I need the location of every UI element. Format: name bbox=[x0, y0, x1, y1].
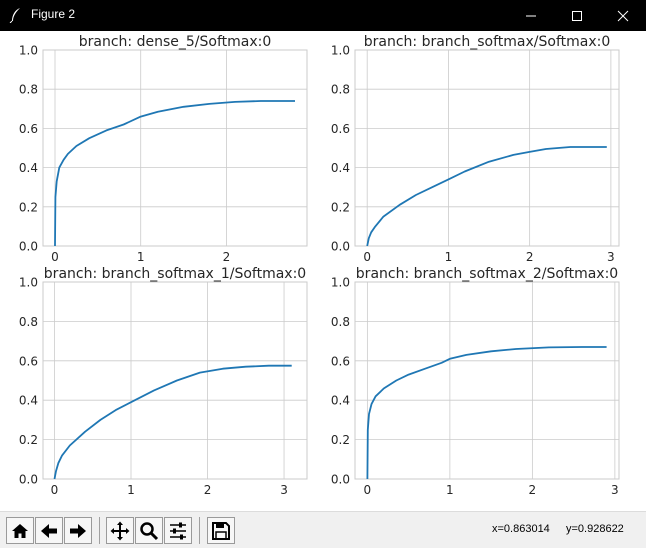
x-tick-label: 1 bbox=[127, 483, 135, 497]
y-tick-label: 0.6 bbox=[331, 122, 350, 136]
y-tick-label: 0.6 bbox=[19, 122, 38, 136]
y-tick-label: 0.8 bbox=[331, 83, 350, 97]
x-tick-label: 0 bbox=[364, 483, 372, 497]
x-tick-label: 0 bbox=[363, 250, 371, 264]
x-tick-label: 3 bbox=[607, 250, 615, 264]
x-tick-label: 2 bbox=[223, 250, 231, 264]
x-tick-label: 3 bbox=[611, 483, 619, 497]
series-line bbox=[53, 364, 292, 480]
minimize-icon bbox=[526, 15, 536, 17]
y-tick-label: 0.4 bbox=[19, 161, 38, 175]
axes-frame bbox=[42, 281, 308, 480]
arrow-left-icon bbox=[41, 524, 57, 538]
axes-background bbox=[43, 50, 307, 246]
y-tick-label: 0.2 bbox=[19, 433, 38, 447]
axes-background bbox=[355, 282, 619, 479]
y-tick-label: 1.0 bbox=[19, 276, 38, 290]
cursor-x-readout: x=0.863014 bbox=[492, 523, 550, 535]
feather-icon bbox=[9, 8, 20, 23]
y-tick-label: 0.6 bbox=[19, 354, 38, 368]
y-tick-label: 0.0 bbox=[331, 240, 350, 254]
figure-canvas[interactable]: 0.0 0.2 0.4 0.6 0.8 1.0 0 1 2 branch: dense_5/Sof… bbox=[0, 31, 646, 511]
pan-icon bbox=[110, 521, 130, 541]
x-tick-label: 1 bbox=[137, 250, 145, 264]
y-tick-label: 1.0 bbox=[331, 276, 350, 290]
y-tick-label: 0.4 bbox=[331, 394, 350, 408]
subplot-title: branch: dense_5/Softmax:0 bbox=[79, 34, 272, 50]
x-tick-label: 2 bbox=[526, 250, 534, 264]
y-tick-label: 1.0 bbox=[331, 44, 350, 58]
y-tick-label: 0.4 bbox=[19, 394, 38, 408]
axes-frame bbox=[354, 281, 620, 480]
minimize-button[interactable] bbox=[508, 0, 554, 31]
axes-frame bbox=[42, 49, 308, 247]
sliders-icon bbox=[170, 522, 186, 540]
pan-button[interactable] bbox=[106, 517, 134, 544]
axes-frame bbox=[354, 49, 620, 247]
x-tick-label: 1 bbox=[445, 250, 453, 264]
y-tick-label: 0.4 bbox=[331, 161, 350, 175]
x-tick-label: 3 bbox=[280, 483, 288, 497]
y-tick-label: 0.2 bbox=[331, 200, 350, 214]
close-button[interactable] bbox=[600, 0, 646, 31]
navigation-toolbar: x=0.863014 y=0.928622 bbox=[0, 511, 646, 548]
x-tick-label: 0 bbox=[51, 483, 59, 497]
y-tick-label: 0.8 bbox=[19, 83, 38, 97]
y-tick-label: 1.0 bbox=[19, 44, 38, 58]
subplot-title: branch: branch_softmax_1/Softmax:0 bbox=[44, 266, 306, 282]
toolbar-separator bbox=[199, 517, 200, 544]
save-icon bbox=[212, 522, 230, 540]
toolbar-separator bbox=[99, 517, 100, 544]
x-tick-label: 2 bbox=[529, 483, 537, 497]
window-title: Figure 2 bbox=[31, 7, 76, 21]
title-bar: Figure 2 bbox=[0, 0, 646, 31]
maximize-button[interactable] bbox=[554, 0, 600, 31]
y-tick-label: 0.6 bbox=[331, 354, 350, 368]
y-tick-label: 0.0 bbox=[331, 473, 350, 487]
forward-button[interactable] bbox=[64, 517, 92, 544]
save-button[interactable] bbox=[207, 517, 235, 544]
x-tick-label: 0 bbox=[51, 250, 59, 264]
y-tick-label: 0.2 bbox=[331, 433, 350, 447]
arrow-right-icon bbox=[70, 524, 86, 538]
x-tick-label: 1 bbox=[446, 483, 454, 497]
series-line bbox=[366, 346, 607, 480]
y-tick-label: 0.8 bbox=[19, 315, 38, 329]
y-tick-label: 0.0 bbox=[19, 473, 38, 487]
y-tick-label: 0.8 bbox=[331, 315, 350, 329]
zoom-icon bbox=[140, 522, 159, 541]
y-tick-label: 0.0 bbox=[19, 240, 38, 254]
home-button[interactable] bbox=[6, 517, 34, 544]
configure-subplots-button[interactable] bbox=[164, 517, 192, 544]
y-tick-label: 0.2 bbox=[19, 200, 38, 214]
series-line bbox=[366, 146, 607, 247]
cursor-y-readout: y=0.928622 bbox=[566, 523, 624, 535]
back-button[interactable] bbox=[35, 517, 63, 544]
home-icon bbox=[12, 524, 28, 538]
subplot-title: branch: branch_softmax/Softmax:0 bbox=[364, 34, 611, 50]
zoom-button[interactable] bbox=[135, 517, 163, 544]
series-line bbox=[54, 100, 295, 247]
axes-background bbox=[355, 50, 619, 246]
maximize-icon bbox=[572, 11, 582, 21]
x-tick-label: 2 bbox=[204, 483, 212, 497]
figure-svg: 0.0 0.2 0.4 0.6 0.8 1.0 0 1 2 branch: dense_5/Sof… bbox=[19, 34, 620, 497]
close-icon bbox=[617, 10, 629, 22]
subplot-title: branch: branch_softmax_2/Softmax:0 bbox=[356, 266, 618, 282]
